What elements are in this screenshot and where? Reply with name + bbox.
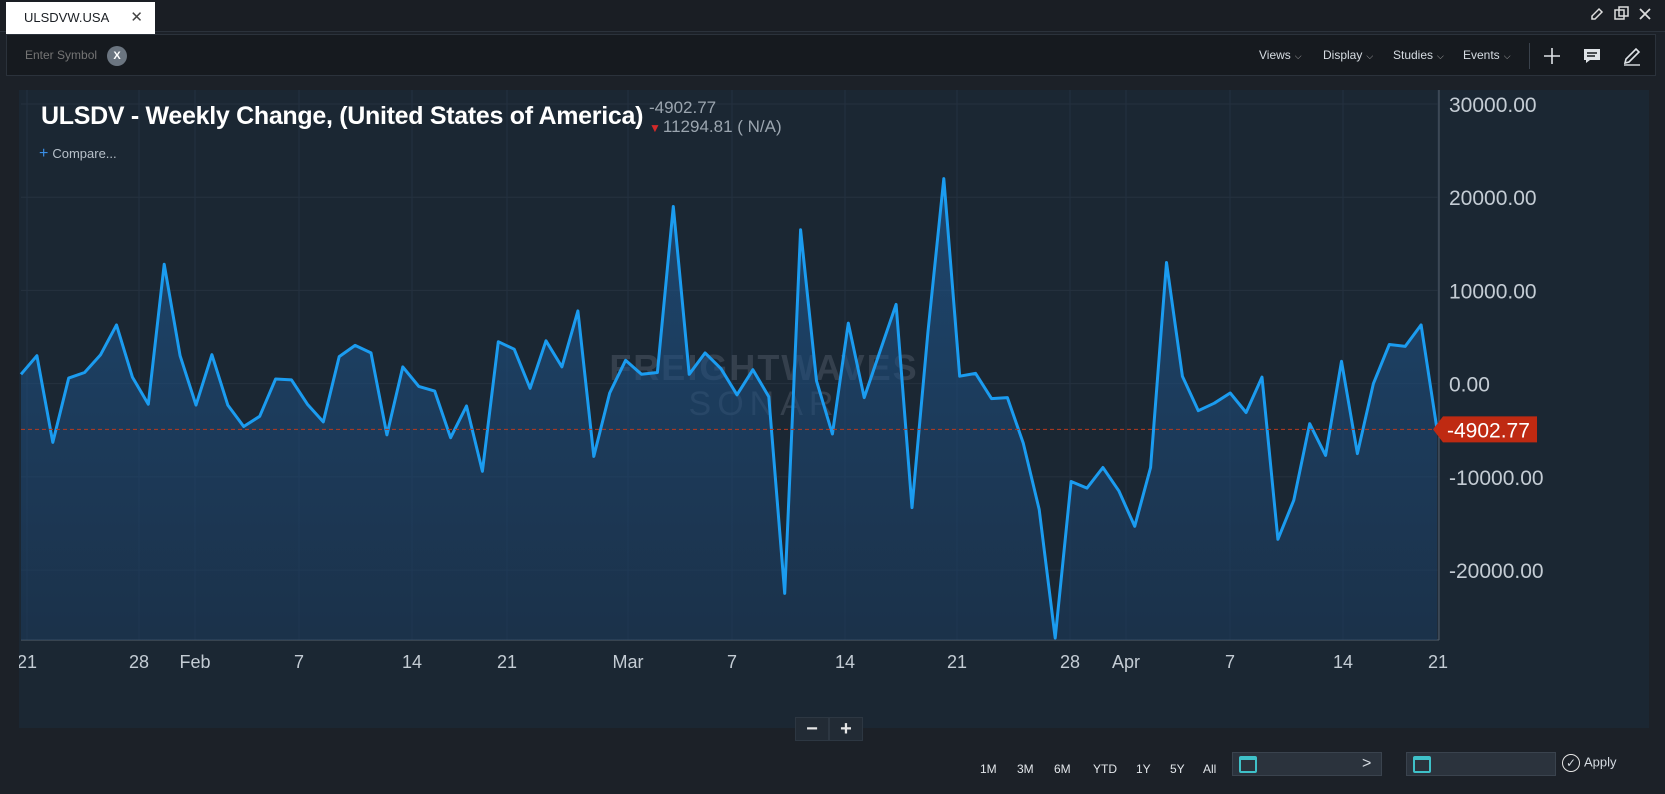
tab-ulsdvw[interactable]: ULSDVW.USA ✕ (6, 2, 155, 34)
tab-close-icon[interactable]: ✕ (130, 9, 143, 26)
change-text: 11294.81 ( N/A) (662, 117, 782, 136)
area-chart[interactable]: 30000.00 20000.00 10000.00 0.00 -10000.00 -20… (19, 90, 1649, 728)
chevron-down-icon: ⌵ (1294, 51, 1302, 61)
draw-pencil-icon[interactable] (1621, 45, 1643, 67)
range-3m-button[interactable]: 3M (1017, 762, 1034, 776)
range-bar: 1M 3M 6M YTD 1Y 5Y All > ✓ Apply (6, 740, 1656, 788)
end-date-field[interactable] (1406, 752, 1556, 776)
zoom-in-button[interactable]: + (829, 717, 863, 741)
x-tick-label: 21 (1428, 652, 1448, 672)
date-range-arrow: > (1362, 755, 1372, 772)
price-tag-label: -4902.77 (1447, 419, 1530, 442)
price-tag-background (1433, 416, 1537, 443)
x-tick-label: 14 (835, 652, 855, 672)
range-1m-button[interactable]: 1M (980, 762, 997, 776)
chart-title: ULSDV - Weekly Change, (United States of… (41, 102, 644, 130)
x-tick-label: 14 (1333, 652, 1353, 672)
tab-bar: ULSDVW.USA ✕ (0, 0, 1665, 34)
range-ytd-button[interactable]: YTD (1093, 762, 1117, 776)
compare-label: Compare... (52, 146, 117, 161)
apply-button[interactable]: ✓ Apply (1562, 754, 1617, 772)
series-line (19, 177, 1439, 640)
x-tick-label: 28 (1060, 652, 1080, 672)
y-tick-label: 10000.00 (1449, 280, 1537, 303)
check-circle-icon: ✓ (1562, 754, 1580, 772)
zoom-controls: − + (795, 717, 863, 741)
chart-toolbar: X Views⌵ Display⌵ Studies⌵ Events⌵ (6, 34, 1656, 76)
series-area-fill (21, 178, 1437, 640)
views-label: Views (1259, 48, 1291, 62)
x-tick-label: 21 (947, 652, 967, 672)
display-label: Display (1323, 48, 1363, 62)
popout-icon[interactable] (1613, 6, 1629, 22)
views-menu[interactable]: Views ⌵ (1259, 48, 1302, 62)
plus-icon: + (39, 145, 49, 162)
calendar-icon (1239, 756, 1257, 773)
y-tick-label: 0.00 (1449, 374, 1490, 397)
edit-icon[interactable] (1589, 6, 1605, 22)
zoom-out-button[interactable]: − (795, 717, 829, 741)
display-menu[interactable]: Display ⌵ (1323, 48, 1373, 62)
last-value: -4902.77 (649, 98, 717, 117)
x-tick-label: 7 (1225, 652, 1235, 672)
x-tick-label: 7 (294, 652, 304, 672)
range-6m-button[interactable]: 6M (1054, 762, 1071, 776)
x-tick-label: Mar (613, 652, 644, 672)
toolbar-divider (1529, 43, 1530, 69)
y-tick-label: -10000.00 (1449, 467, 1544, 490)
range-5y-button[interactable]: 5Y (1170, 762, 1185, 776)
studies-label: Studies (1393, 48, 1434, 62)
chevron-down-icon: ⌵ (1437, 51, 1444, 61)
chevron-down-icon: ⌵ (1503, 51, 1511, 61)
x-tick-label: Apr (1112, 652, 1140, 672)
clear-symbol-button[interactable]: X (107, 46, 127, 66)
close-window-icon[interactable] (1637, 6, 1653, 22)
events-label: Events (1463, 48, 1500, 62)
tab-label: ULSDVW.USA (24, 10, 110, 25)
chart-panel[interactable]: 30000.00 20000.00 10000.00 0.00 -10000.00 -20… (19, 90, 1649, 741)
y-tick-label: 30000.00 (1449, 94, 1537, 117)
range-all-button[interactable]: All (1203, 762, 1217, 776)
down-arrow-icon: ▼ (649, 121, 661, 135)
apply-label: Apply (1584, 754, 1617, 770)
events-menu[interactable]: Events ⌵ (1463, 48, 1511, 62)
chevron-down-icon: ⌵ (1366, 51, 1374, 61)
studies-menu[interactable]: Studies ⌵ (1393, 48, 1444, 62)
x-tick-label: Feb (179, 652, 210, 672)
calendar-icon (1413, 756, 1431, 773)
x-tick-label: 14 (402, 652, 422, 672)
start-date-field[interactable] (1232, 752, 1382, 776)
compare-button[interactable]: + Compare... (39, 145, 117, 163)
x-tick-label: 7 (727, 652, 737, 672)
change-value: ▼ 11294.81 ( N/A) (649, 117, 782, 137)
crosshair-icon[interactable] (1541, 45, 1563, 67)
x-tick-label: 21 (19, 652, 37, 672)
y-tick-label: 20000.00 (1449, 187, 1537, 210)
range-1y-button[interactable]: 1Y (1136, 762, 1151, 776)
comment-icon[interactable] (1581, 45, 1603, 67)
x-tick-label: 21 (497, 652, 517, 672)
y-tick-label: -20000.00 (1449, 560, 1544, 583)
symbol-input[interactable] (25, 45, 125, 65)
x-tick-label: 28 (129, 652, 149, 672)
window-controls (1589, 6, 1653, 22)
